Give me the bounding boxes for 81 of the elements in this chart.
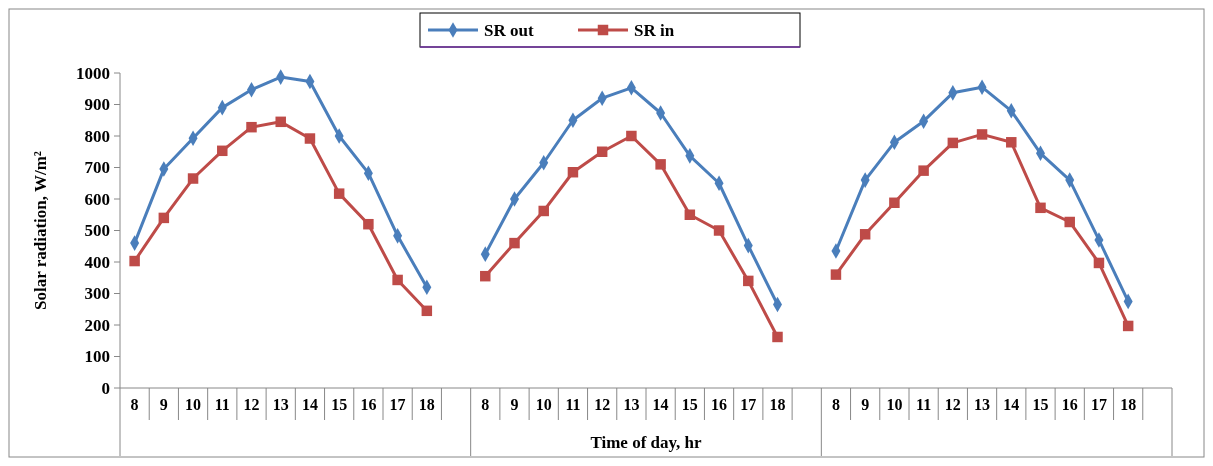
point: [713, 225, 725, 236]
x-tick-label: 17: [1090, 396, 1107, 413]
x-axis-title: Time of day, hr: [590, 433, 703, 452]
y-tick-label: 900: [84, 95, 110, 115]
point: [684, 209, 696, 220]
x-tick-label: 15: [331, 396, 348, 413]
y-tick-label: 600: [84, 189, 110, 209]
y-tick-label: 800: [84, 126, 110, 146]
point: [626, 130, 637, 142]
x-tick-label: 13: [623, 396, 640, 413]
point: [830, 269, 842, 280]
point: [333, 188, 345, 199]
y-tick-label: 400: [84, 252, 110, 272]
point: [480, 270, 491, 282]
point: [1035, 202, 1046, 214]
x-tick-label: 14: [652, 396, 669, 413]
x-tick-label: 14: [1003, 396, 1020, 413]
y-tick-label: 100: [84, 347, 110, 367]
point: [918, 165, 929, 176]
point: [1093, 257, 1105, 269]
x-tick-label: 9: [159, 396, 168, 413]
x-tick-label: 9: [861, 396, 870, 413]
y-tick-label: 1000: [76, 63, 110, 83]
y-tick-label: 700: [84, 158, 110, 178]
x-tick-label: 10: [535, 396, 552, 413]
y-tick-label: 300: [84, 284, 110, 304]
point: [1006, 137, 1017, 148]
point: [538, 205, 549, 217]
point: [772, 331, 783, 343]
x-tick-label: 8: [130, 396, 139, 413]
legend-label: SR out: [484, 20, 534, 40]
x-tick-label: 9: [510, 396, 519, 413]
y-axis-title: Solar radiation, W/m²: [31, 151, 50, 310]
point: [567, 166, 579, 178]
point: [889, 197, 900, 209]
x-tick-label: 17: [740, 396, 757, 413]
point: [275, 116, 286, 128]
x-tick-label: 18: [769, 396, 786, 413]
point: [246, 121, 257, 133]
x-tick-label: 17: [389, 396, 406, 413]
x-tick-label: 10: [185, 396, 202, 413]
y-tick-label: 500: [84, 221, 110, 241]
x-tick-label: 16: [711, 396, 728, 413]
point: [976, 129, 988, 140]
point: [947, 137, 959, 149]
y-tick-label: 0: [101, 378, 110, 398]
x-tick-label: 15: [1032, 396, 1049, 413]
x-tick-label: 11: [565, 396, 581, 413]
point: [655, 159, 666, 170]
x-tick-label: 8: [831, 396, 840, 413]
x-tick-label: 14: [301, 396, 318, 413]
y-tick-label: 200: [84, 315, 110, 335]
point: [187, 173, 199, 184]
x-tick-label: 12: [944, 396, 961, 413]
point: [392, 274, 403, 286]
x-tick-label: 16: [360, 396, 377, 413]
x-tick-label: 18: [1120, 396, 1137, 413]
point: [304, 133, 316, 144]
point: [743, 275, 754, 287]
x-tick-label: 18: [418, 396, 435, 413]
x-tick-label: 16: [1061, 396, 1078, 413]
point: [509, 237, 520, 249]
point: [363, 218, 374, 230]
legend-label: SR in: [634, 20, 675, 40]
point: [217, 145, 228, 157]
point: [129, 255, 140, 267]
point: [859, 229, 871, 240]
x-tick-label: 15: [681, 396, 698, 413]
point: [421, 305, 433, 317]
x-tick-label: 12: [594, 396, 611, 413]
point: [1122, 320, 1134, 332]
x-tick-label: 13: [272, 396, 289, 413]
point: [1064, 216, 1075, 228]
x-tick-label: 8: [481, 396, 490, 413]
x-tick-label: 11: [214, 396, 230, 413]
x-tick-label: 13: [974, 396, 991, 413]
x-tick-label: 10: [886, 396, 903, 413]
point: [158, 212, 170, 224]
x-tick-label: 11: [916, 396, 932, 413]
x-tick-label: 12: [243, 396, 260, 413]
point: [596, 146, 608, 157]
